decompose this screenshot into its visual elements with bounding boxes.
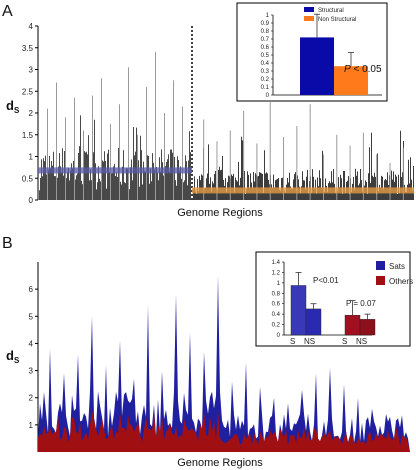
inset-b-tick-label: 1.2 [272,270,281,276]
inset-b-tick-label: 0.2 [272,323,281,329]
panel-a-tick-label: 1.5 [22,131,34,140]
panel-b-tick-label: 6 [29,285,34,294]
panel-a-tick-label: 1 [29,153,34,162]
inset-a-tick-label: 0.1 [261,85,270,91]
inset-b-bar [305,308,322,336]
panel-b-xlabel: Genome Regions [177,457,263,469]
panel-b-inset-ticks: 0 0.2 0.4 0.6 0.8 1 1.2 1.4 [272,260,284,339]
legend-label-structural: Structural [318,8,344,14]
structural-mean-band [38,167,192,174]
panel-a-tick-label: 0.5 [22,174,34,183]
panel-a-inset-bars [300,13,368,95]
panel-b-tick-label: 3 [29,367,34,376]
legend-label-sats: Sats [389,262,405,271]
others-series-area [38,410,410,452]
legend-swatch-others [376,276,385,285]
legend-label-others: Others [389,277,413,286]
panel-a-xlabel: Genome Regions [177,207,263,219]
legend-swatch-structural [304,7,314,12]
sats-series-area [38,275,410,452]
inset-a-tick-label: 0.5 [261,53,270,59]
inset-b-label-ns2: NS [356,337,367,346]
legend-label-nonstructural: Non Structural [318,17,356,23]
inset-b-tick-label: 1 [277,281,281,287]
inset-b-tick-label: 0 [277,333,281,339]
inset-a-tick-label: 0.9 [261,21,270,27]
inset-a-tick-label: 0.7 [261,37,270,43]
inset-b-tick-label: 0.4 [272,312,281,318]
panel-a-tick-label: 2.5 [22,87,34,96]
panel-a-tick-label: 0 [29,196,34,205]
inset-b-tick-label: 0.8 [272,291,281,297]
inset-a-tick-label: 0.8 [261,29,270,35]
panel-a-ylabel: dS [6,98,20,115]
panel-b-inset-bars [290,272,376,336]
panel-b-inset-frame [255,251,411,347]
inset-b-tick-label: 0.6 [272,302,281,308]
panel-b-ylabel: dS [6,348,20,365]
inset-b-label-ns1: NS [304,337,315,346]
panel-a-label: A [2,3,13,20]
panel-a-tick-label: 3.5 [22,44,34,53]
inset-a-bar [334,66,368,95]
inset-a-tick-label: 0.3 [261,69,270,75]
legend-swatch-sats [376,261,385,270]
panel-b-inset: 0 0.2 0.4 0.6 0.8 1 1.2 1.4 S NS S NS P<0.01 P … [255,251,413,347]
legend-swatch-nonstructural [304,16,314,21]
inset-a-tick-label: 0.4 [261,61,270,67]
inset-b-label-s1: S [290,337,295,346]
inset-b-bar [344,314,361,336]
nonstructural-mean-band [192,187,414,194]
inset-b-tick-label: 1.4 [272,260,281,266]
inset-b-pvalue-2: P = 0.07 [346,299,376,308]
panel-a-tick-label: 3 [29,66,34,75]
inset-a-tick-label: 0.2 [261,77,270,83]
inset-a-bar [300,37,334,95]
inset-b-bar [359,319,376,336]
panel-a-tick-label: 4 [29,22,34,31]
inset-a-tick-label: 1 [266,13,270,19]
inset-b-pvalue-1: P<0.01 [313,276,339,285]
panel-a-tick-label: 2 [29,109,34,118]
inset-a-tick-label: 0.6 [261,45,270,51]
panel-b-y-ticks: 1 2 3 4 5 6 [29,285,38,430]
panel-b-label: B [2,235,13,252]
panel-b-tick-label: 2 [29,394,34,403]
panel-a-y-ticks: 0 0.5 1 1.5 2 2.5 3 3.5 4 [22,22,38,205]
panel-a-inset: 0 0.1 0.2 0.3 0.4 0.5 0.6 0.7 0.8 0.9 1 Structural… [236,2,388,102]
panel-a-inset-ticks: 0 0.1 0.2 0.3 0.4 0.5 0.6 0.7 0.8 0.9 1 [261,13,273,99]
panel-a-inset-pvalue: P < 0.05 [344,64,382,75]
panel-b-tick-label: 1 [29,421,34,430]
inset-a-tick-label: 0 [266,93,270,99]
panel-b-tick-label: 4 [29,339,34,348]
inset-b-label-s2: S [342,337,347,346]
panel-b-tick-label: 5 [29,312,34,321]
inset-b-bar [290,285,307,336]
